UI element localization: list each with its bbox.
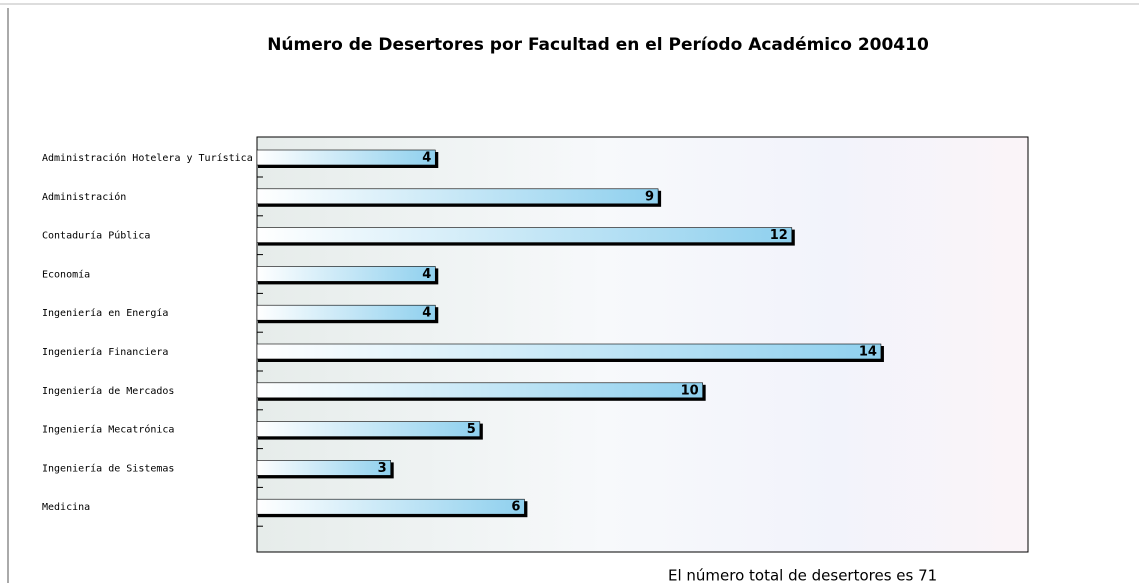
value-label: 6 [511,500,520,515]
value-label: 10 [681,383,699,398]
y-tick-label: Ingeniería de Mercados [42,385,174,397]
bar [256,188,659,205]
value-label: 3 [378,461,387,476]
value-label: 4 [422,267,431,282]
y-tick-label: Ingeniería Financiera [42,346,168,358]
bar [256,421,481,437]
chart-title: Número de Desertores por Facultad en el … [267,35,929,55]
y-tick-label: Administración Hotelera y Turística [42,152,253,164]
value-label: 5 [467,422,476,437]
bar [256,498,525,515]
bar [256,149,436,166]
value-label: 9 [645,189,654,204]
footer: El número total de desertores es 71 [668,567,937,583]
y-tick-label: Ingeniería de Sistemas [42,462,174,474]
y-tick-label: Ingeniería en Energía [42,307,168,319]
y-tick-label: Administración [42,191,126,203]
y-tick-label: Medicina [42,502,90,513]
value-label: 4 [422,306,431,321]
y-tick-label: Ingeniería Mecatrónica [42,424,174,436]
bar [256,227,793,243]
bar [256,266,436,282]
value-label: 4 [422,151,431,166]
value-label: 14 [859,345,877,360]
value-label: 12 [770,228,788,243]
bar [256,460,391,476]
y-tick-label: Contaduría Pública [42,230,150,242]
bar [256,304,436,321]
y-tick-label: Economía [42,268,90,280]
bar [256,382,703,399]
bar [256,343,882,360]
